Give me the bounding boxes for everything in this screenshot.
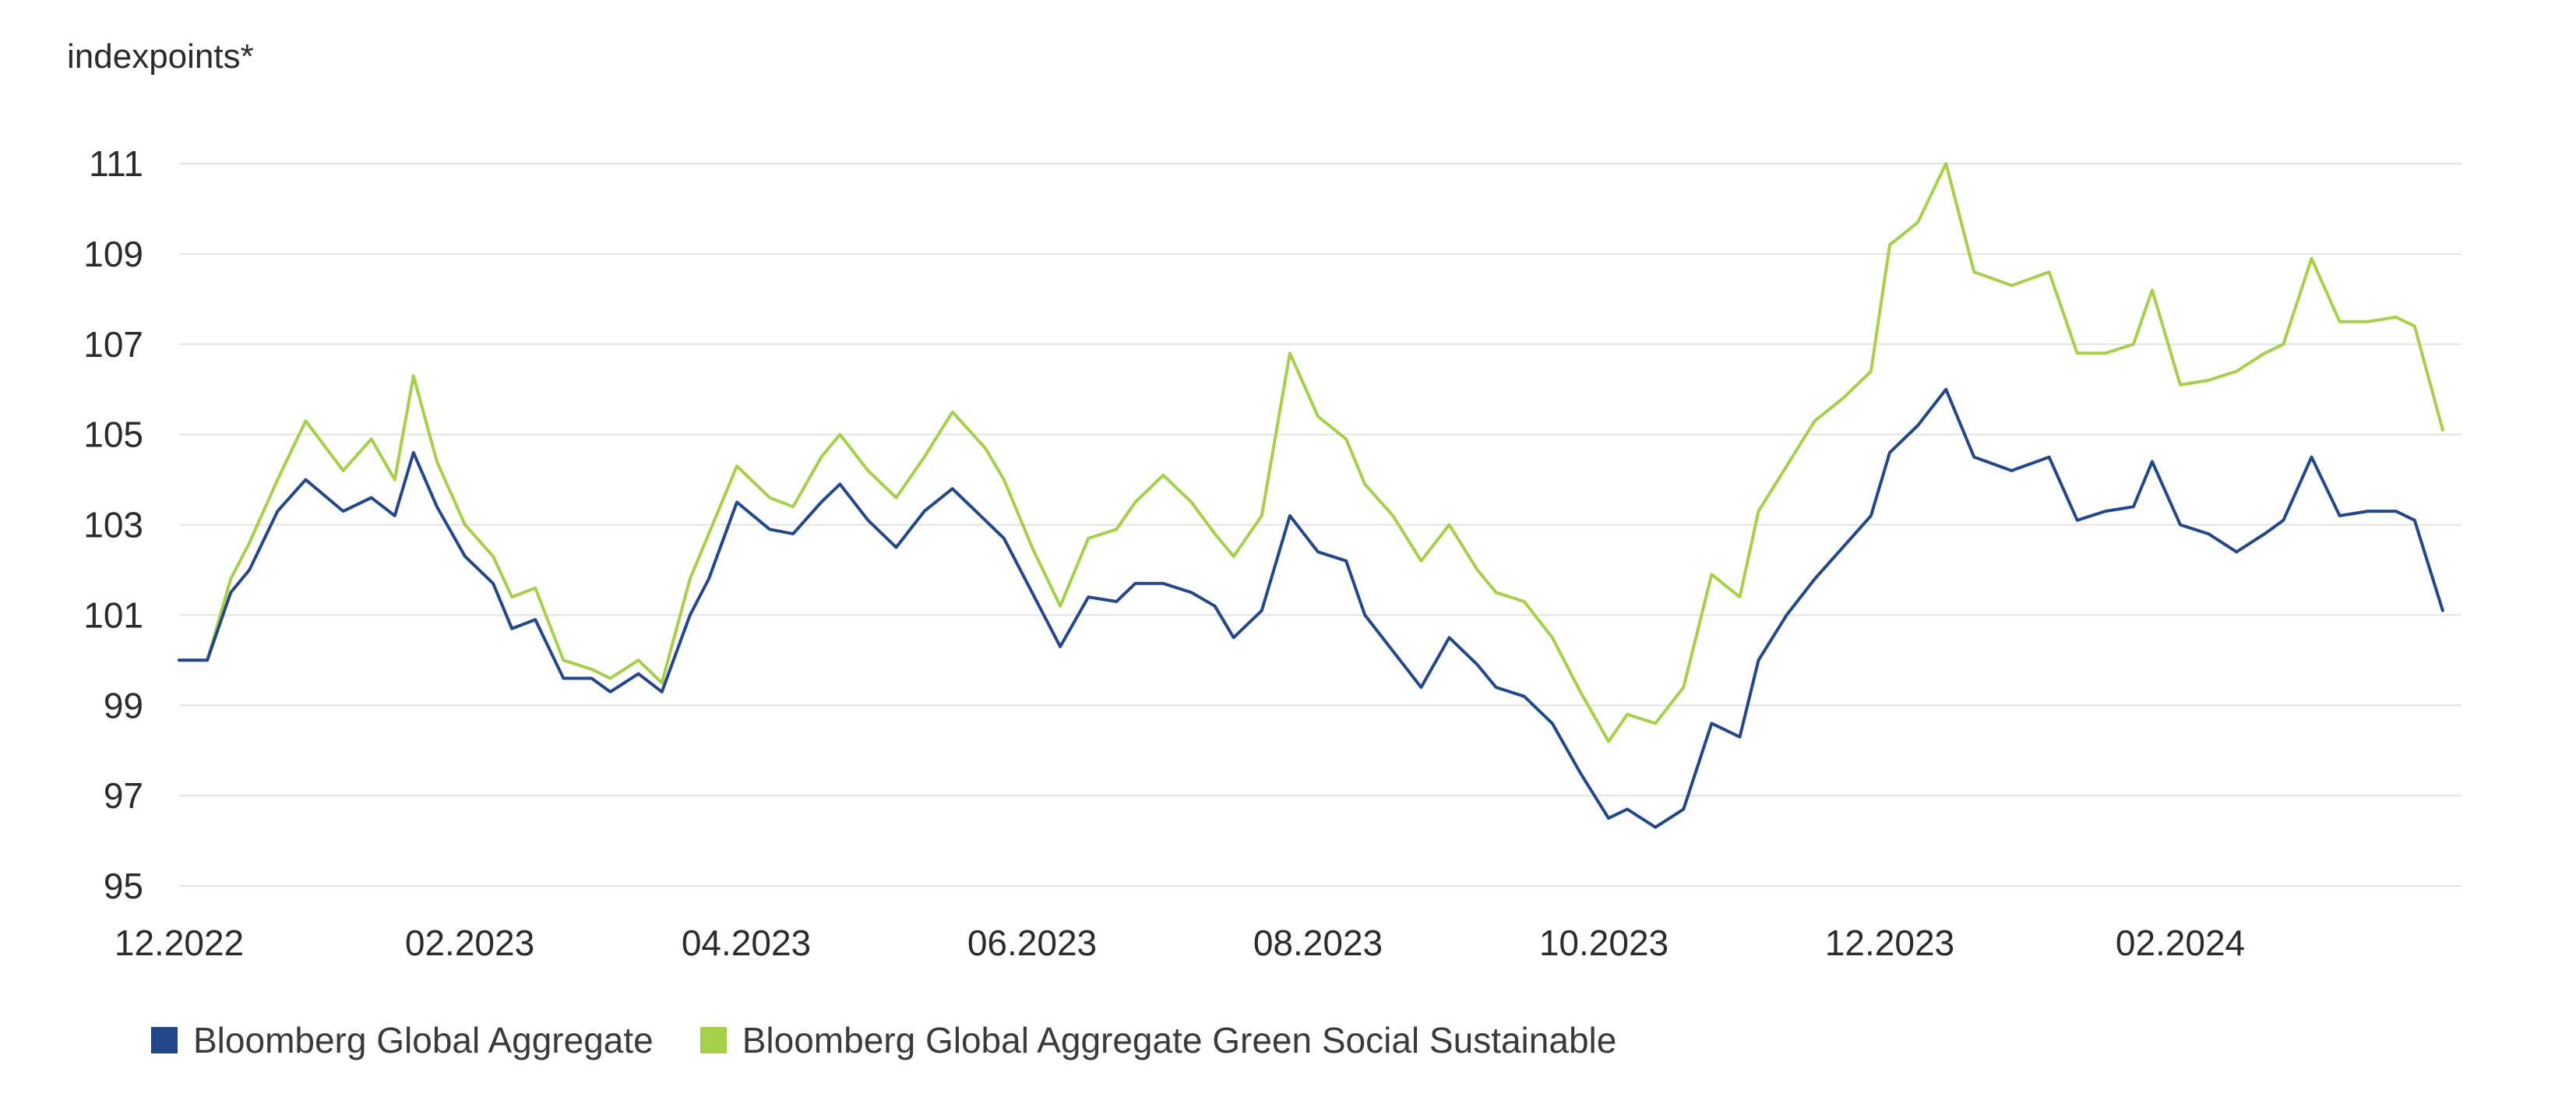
gridlines xyxy=(179,163,2461,887)
y-tick-label: 99 xyxy=(104,685,143,725)
y-tick-label: 105 xyxy=(83,415,143,455)
legend-item-green-social-sustainable: Bloomberg Global Aggregate Green Social … xyxy=(700,1019,1617,1061)
x-tick-label: 06.2023 xyxy=(967,923,1097,963)
legend-swatch-green-social-sustainable xyxy=(700,1027,727,1053)
x-tick-label: 10.2023 xyxy=(1539,923,1669,963)
y-tick-label: 95 xyxy=(104,866,143,906)
series-line-global-aggregate xyxy=(178,387,2444,829)
x-tick-label: 08.2023 xyxy=(1253,923,1383,963)
x-tick-label: 02.2024 xyxy=(2116,923,2245,963)
y-tick-label: 111 xyxy=(89,143,143,184)
x-tick-label: 04.2023 xyxy=(682,923,811,963)
y-tick-label: 97 xyxy=(104,775,143,816)
legend-label-global-aggregate: Bloomberg Global Aggregate xyxy=(193,1020,654,1060)
x-tick-label: 12.2023 xyxy=(1825,923,1954,963)
y-tick-label: 109 xyxy=(83,234,143,274)
y-tick-labels: 95 97 99 101 103 105 107 109 111 xyxy=(83,143,143,906)
legend-label-green-social-sustainable: Bloomberg Global Aggregate Green Social … xyxy=(742,1020,1617,1060)
series-lines xyxy=(178,162,2444,829)
legend-item-global-aggregate: Bloomberg Global Aggregate xyxy=(151,1019,654,1061)
series-line-green-social-sustainable xyxy=(178,162,2444,743)
x-tick-label: 12.2022 xyxy=(115,923,244,963)
y-tick-label: 107 xyxy=(83,324,143,365)
y-tick-label: 103 xyxy=(83,505,143,545)
y-tick-label: 101 xyxy=(83,595,143,635)
legend-swatch-global-aggregate xyxy=(151,1027,178,1053)
y-axis-label: indexpoints* xyxy=(67,37,254,76)
x-tick-label: 02.2023 xyxy=(405,923,534,963)
x-tick-labels: 12.2022 02.2023 04.2023 06.2023 08.2023 10.20… xyxy=(115,923,2245,963)
legend: Bloomberg Global Aggregate Bloomberg Glo… xyxy=(151,1019,1663,1061)
